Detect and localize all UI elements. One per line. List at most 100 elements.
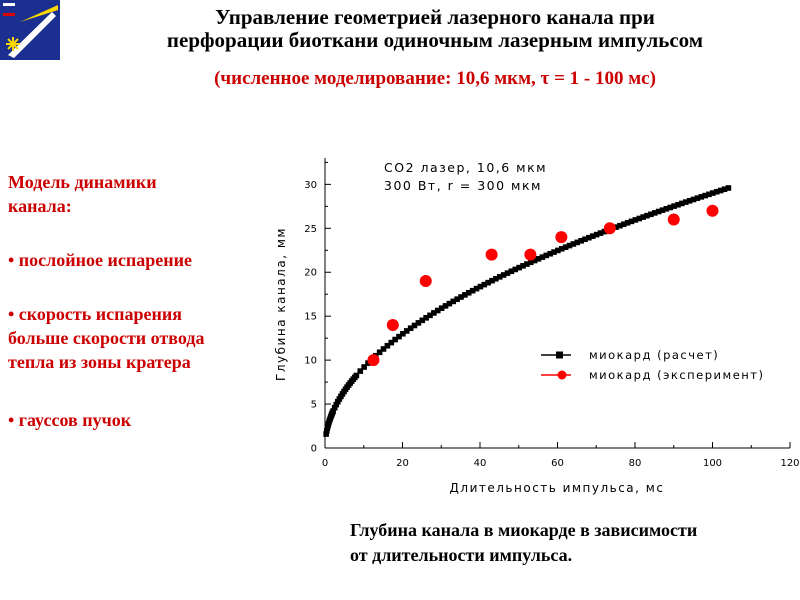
calculated-point xyxy=(574,239,581,246)
x-tick-label: 100 xyxy=(703,458,722,469)
calculated-point xyxy=(593,231,600,238)
calculated-point xyxy=(690,196,697,203)
calculated-point xyxy=(539,254,546,260)
chart-legend: миокард (расчет) миокард (эксперимент) xyxy=(541,348,763,382)
calculated-point xyxy=(721,186,728,193)
calculated-point xyxy=(725,185,732,191)
y-tick-label: 30 xyxy=(304,180,317,191)
calculated-point xyxy=(520,263,526,269)
calculated-point xyxy=(392,336,398,343)
calculated-point xyxy=(648,211,654,218)
calculated-point xyxy=(644,212,650,219)
calculated-point xyxy=(566,242,573,249)
calculated-point xyxy=(628,218,635,225)
calculated-point xyxy=(562,244,569,250)
chart-annotation-line-2: 300 Вт, r = 300 мкм xyxy=(384,178,542,193)
calculated-point xyxy=(411,322,418,329)
experiment-point xyxy=(603,222,616,235)
calculated-point xyxy=(671,203,677,209)
y-tick-label: 20 xyxy=(304,268,317,279)
model-item-gaussian: • гауссов пучок xyxy=(8,408,131,432)
calculated-point xyxy=(353,372,360,379)
calculated-point xyxy=(403,328,410,334)
calculated-point xyxy=(496,274,503,280)
chart-annotation-line-1: СО2 лазер, 10,6 мкм xyxy=(384,160,547,175)
calculated-point xyxy=(694,195,701,201)
calculated-point xyxy=(524,261,530,267)
calculated-point xyxy=(698,194,705,200)
calculated-point xyxy=(582,236,588,243)
model-heading-line-1: Модель динамики xyxy=(8,172,157,192)
calculated-point xyxy=(465,289,472,296)
calculated-point xyxy=(570,241,577,247)
calculated-point xyxy=(450,298,457,305)
calculated-point xyxy=(516,264,522,271)
model-item-rate: • скорость испарения больше скорости отв… xyxy=(8,302,204,374)
calculated-point xyxy=(710,190,716,196)
calculated-point xyxy=(636,215,643,222)
experiment-point xyxy=(667,213,680,226)
calculated-point xyxy=(361,364,367,370)
experiment-point xyxy=(485,248,498,261)
calculated-point xyxy=(388,339,395,346)
calculated-point xyxy=(624,219,631,226)
chart-caption: Глубина канала в миокарде в зависимости … xyxy=(350,518,697,568)
model-item-line: • скорость испарения xyxy=(8,304,182,324)
calculated-point xyxy=(717,187,724,194)
calculated-point xyxy=(427,312,433,319)
calculated-point xyxy=(713,188,720,195)
calculated-point xyxy=(558,245,565,252)
calculated-point xyxy=(589,233,596,239)
calculated-point xyxy=(438,305,445,311)
calculated-point xyxy=(547,250,553,257)
model-item-line: • гауссов пучок xyxy=(8,410,132,430)
experiment-series xyxy=(367,204,719,367)
calculated-point xyxy=(469,287,476,294)
calculated-point xyxy=(481,281,488,288)
calculated-point xyxy=(431,310,437,316)
calculated-point xyxy=(400,330,406,337)
y-tick-label: 10 xyxy=(304,356,317,367)
calculated-point xyxy=(415,320,422,326)
caption-line-1: Глубина канала в миокарде в зависимости xyxy=(350,520,698,540)
calculated-point xyxy=(551,249,557,255)
x-tick-label: 0 xyxy=(322,458,328,469)
y-tick-label: 15 xyxy=(304,312,317,323)
calculated-point xyxy=(675,201,681,208)
calculated-point xyxy=(477,283,484,290)
calculated-point xyxy=(512,266,519,273)
x-axis-label: Длительность импульса, мс xyxy=(450,481,665,495)
calculated-point xyxy=(527,259,534,266)
calculated-point xyxy=(376,349,383,356)
legend-label-calculated: миокард (расчет) xyxy=(589,348,719,362)
x-tick-label: 40 xyxy=(474,458,487,469)
calculated-point xyxy=(331,404,338,411)
calculated-point xyxy=(659,207,666,213)
page-title: Управление геометрией лазерного канала п… xyxy=(70,6,800,52)
calculated-point xyxy=(535,256,542,262)
experiment-point xyxy=(524,248,537,261)
calculated-point xyxy=(613,224,619,230)
experiment-point xyxy=(367,354,380,367)
calculated-point xyxy=(357,368,364,374)
calculated-point xyxy=(686,197,693,204)
calculated-point xyxy=(473,285,480,292)
calculated-point xyxy=(365,360,371,366)
title-line-1: Управление геометрией лазерного канала п… xyxy=(215,5,655,29)
calculated-point xyxy=(330,408,336,414)
model-item-evaporation: • послойное испарение xyxy=(8,248,192,272)
calculated-point xyxy=(458,294,464,300)
calculated-point xyxy=(601,228,608,235)
x-tick-label: 120 xyxy=(780,458,799,469)
y-tick-label: 5 xyxy=(311,400,317,411)
model-item-line: тепла из зоны кратера xyxy=(8,352,191,372)
calculated-point xyxy=(396,333,402,340)
calculated-point xyxy=(446,300,453,307)
x-tick-label: 80 xyxy=(629,458,642,469)
calculated-point xyxy=(555,247,561,254)
calculated-point xyxy=(597,230,604,236)
calculated-point xyxy=(384,342,391,349)
calculated-point xyxy=(617,222,623,229)
chart-axes: 0 5 10 15 20 25 30 0 20 40 60 80 100 120 xyxy=(304,158,800,469)
calculated-point xyxy=(380,346,387,352)
